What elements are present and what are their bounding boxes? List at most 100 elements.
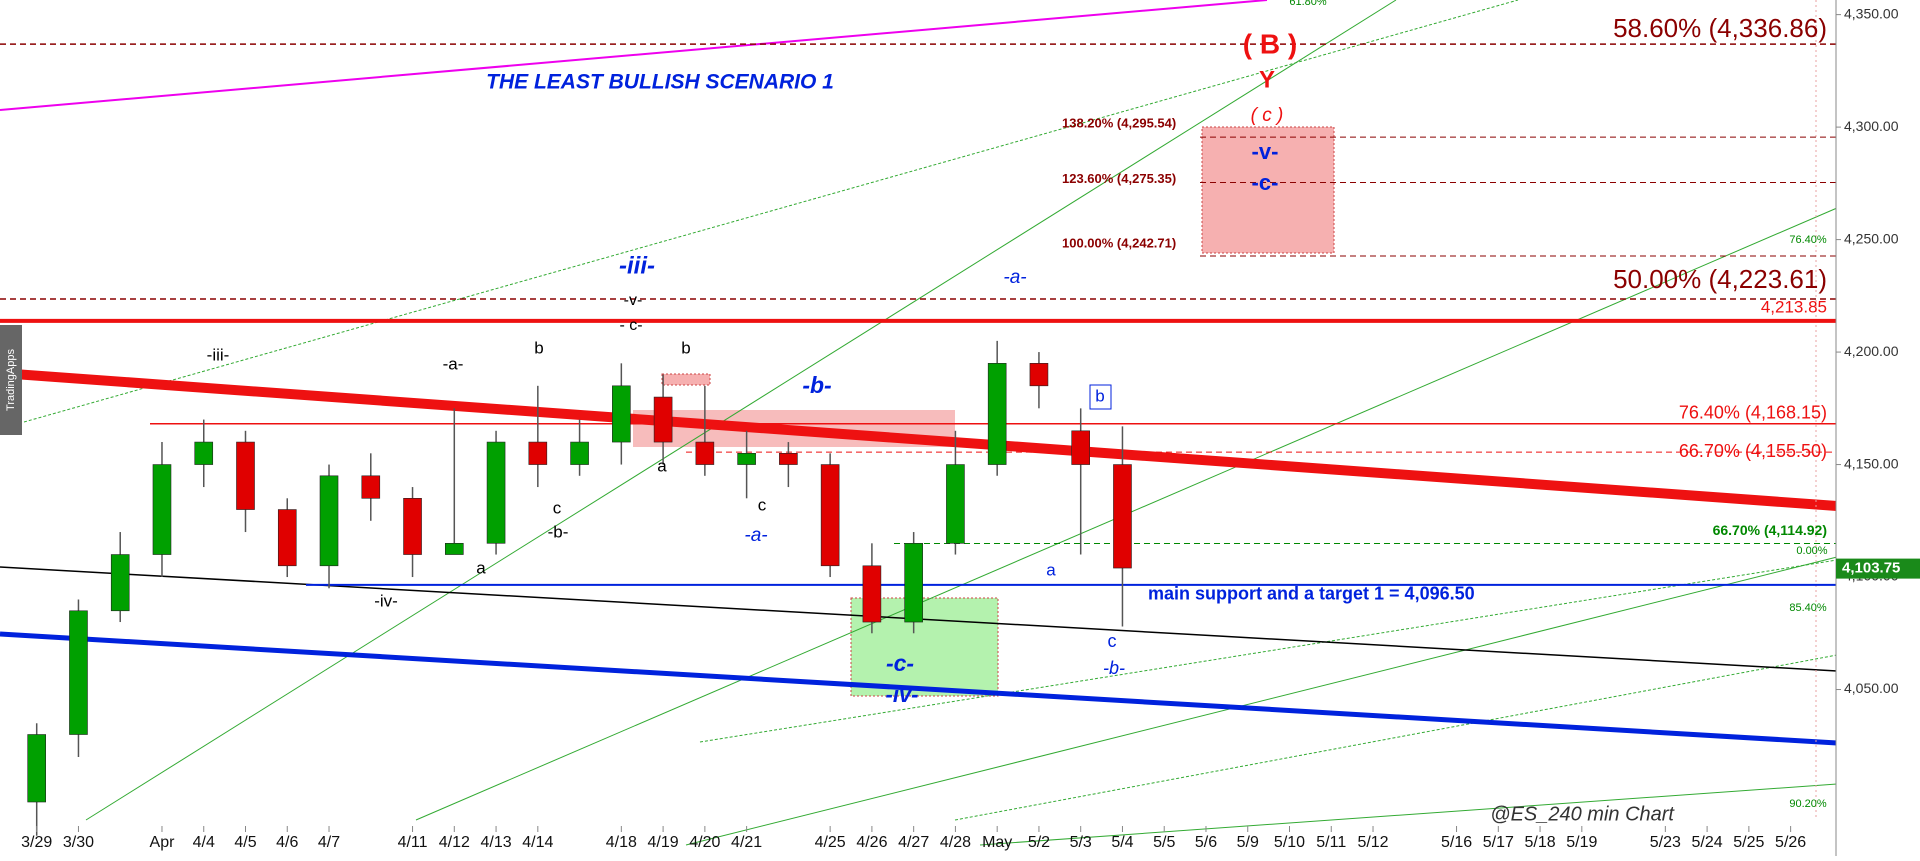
candle-body xyxy=(403,498,422,555)
annotation: 90.20% xyxy=(1789,798,1827,810)
annotation: c xyxy=(1108,631,1117,651)
candle-body xyxy=(904,542,923,623)
x-tick-label: 5/25 xyxy=(1733,834,1764,851)
x-tick-label: May xyxy=(982,834,1012,851)
x-tick-label: 5/10 xyxy=(1274,834,1305,851)
annotation: -v- xyxy=(1252,139,1279,164)
annotation: -iii- xyxy=(207,345,230,364)
level-label: 76.40% (4,168.15) xyxy=(1679,402,1827,422)
y-tick-label: 4,050.00 xyxy=(1844,680,1899,696)
annotation: -c- xyxy=(886,650,914,676)
resistance-zone xyxy=(661,373,711,386)
x-tick-label: Apr xyxy=(150,834,176,851)
annotation: -b- xyxy=(802,372,831,398)
fan-line xyxy=(979,783,1838,846)
level-label: 50.00% (4,223.61) xyxy=(1613,264,1827,294)
y-tick-label: 4,250.00 xyxy=(1844,230,1899,246)
level-label: 66.70% (4,114.92) xyxy=(1713,522,1827,538)
x-tick-label: 5/3 xyxy=(1070,834,1092,851)
candle-body xyxy=(820,464,840,567)
annotation: -iii- xyxy=(619,252,655,279)
candle-body xyxy=(319,475,339,567)
x-tick-label: 4/14 xyxy=(522,834,553,851)
x-tick-label: 4/25 xyxy=(815,834,846,851)
annotation: c xyxy=(553,498,562,517)
x-tick-label: 5/5 xyxy=(1153,834,1175,851)
candle-body xyxy=(779,453,798,465)
candle-body xyxy=(1029,363,1049,387)
candle-body xyxy=(612,385,631,443)
annotation: a xyxy=(1046,560,1056,579)
annotation: 0.00% xyxy=(1796,545,1827,557)
x-tick-label: 4/5 xyxy=(234,834,256,851)
x-tick-label: 4/19 xyxy=(648,834,679,851)
x-tick-label: 4/20 xyxy=(689,834,720,851)
candle-body xyxy=(570,441,589,465)
x-tick-label: 5/9 xyxy=(1237,834,1259,851)
candle-body xyxy=(737,453,756,465)
annotation: -a- xyxy=(1003,267,1026,288)
candle-body xyxy=(862,565,882,623)
level-label: main support and a target 1 = 4,096.50 xyxy=(1148,584,1475,604)
annotation: 61.80% xyxy=(1289,0,1327,8)
trendline xyxy=(0,368,1838,511)
annotation: Y xyxy=(1259,66,1275,93)
source-label: @ES_240 min Chart xyxy=(1490,803,1675,825)
candle-body xyxy=(194,441,214,465)
x-tick-label: 3/30 xyxy=(63,834,94,851)
last-price-label: 4,103.75 xyxy=(1842,560,1900,577)
fan-line xyxy=(954,654,1838,821)
annotation: -iv- xyxy=(374,591,398,610)
level-label: 123.60% (4,275.35) xyxy=(1062,171,1176,186)
annotation: b xyxy=(1095,386,1104,405)
axis: 4,050.004,100.004,150.004,200.004,250.00… xyxy=(36,5,1920,832)
x-tick-label: 5/26 xyxy=(1775,834,1806,851)
candle-body xyxy=(277,509,297,567)
fan-line xyxy=(85,0,1397,821)
x-tick-label: 5/16 xyxy=(1441,834,1472,851)
x-tick-label: 5/11 xyxy=(1316,834,1346,851)
candle-body xyxy=(361,475,381,499)
level-label: 138.20% (4,295.54) xyxy=(1062,116,1176,131)
trendline xyxy=(0,631,1838,746)
x-tick-label: 5/4 xyxy=(1111,834,1133,851)
chart-title: THE LEAST BULLISH SCENARIO 1 xyxy=(486,71,834,94)
fan-line xyxy=(685,556,1838,846)
level-label: 58.60% (4,336.86) xyxy=(1613,13,1827,43)
x-tick-label: 5/23 xyxy=(1650,834,1681,851)
annotation: c xyxy=(758,495,767,514)
y-tick-label: 4,150.00 xyxy=(1844,455,1899,471)
x-tick-label: 4/28 xyxy=(940,834,971,851)
x-tick-label: 4/11 xyxy=(398,834,428,851)
annotation: b xyxy=(534,338,543,357)
annotation: -v- xyxy=(624,292,643,309)
x-tick-label: 5/18 xyxy=(1524,834,1555,851)
candle-body xyxy=(528,441,548,465)
x-tick-label: 4/7 xyxy=(318,834,340,851)
annotation: ( B ) xyxy=(1243,28,1297,59)
watermark-tab xyxy=(0,325,22,435)
fan-line xyxy=(699,559,1838,743)
annotation: a xyxy=(476,558,486,577)
watermark: TradingApps xyxy=(5,349,17,411)
x-tick-label: 4/26 xyxy=(856,834,887,851)
x-tick-label: 4/13 xyxy=(480,834,511,851)
candle-body xyxy=(69,610,88,735)
x-tick-label: 5/17 xyxy=(1483,834,1514,851)
candle-body xyxy=(110,554,130,612)
drawings xyxy=(0,0,1838,846)
annotation: -c- xyxy=(1252,170,1279,195)
x-tick-label: 4/18 xyxy=(606,834,637,851)
x-tick-label: 3/29 xyxy=(21,834,52,851)
candle-body xyxy=(695,441,715,465)
x-tick-label: 4/12 xyxy=(439,834,470,851)
x-tick-label: 5/12 xyxy=(1357,834,1388,851)
last-price-box xyxy=(1836,558,1920,579)
y-tick-label: 4,300.00 xyxy=(1844,118,1899,134)
candle-body xyxy=(236,441,255,510)
candle-body xyxy=(444,542,464,555)
x-tick-label: 4/4 xyxy=(193,834,215,851)
candle-body xyxy=(987,363,1007,465)
candle-body xyxy=(152,464,172,555)
